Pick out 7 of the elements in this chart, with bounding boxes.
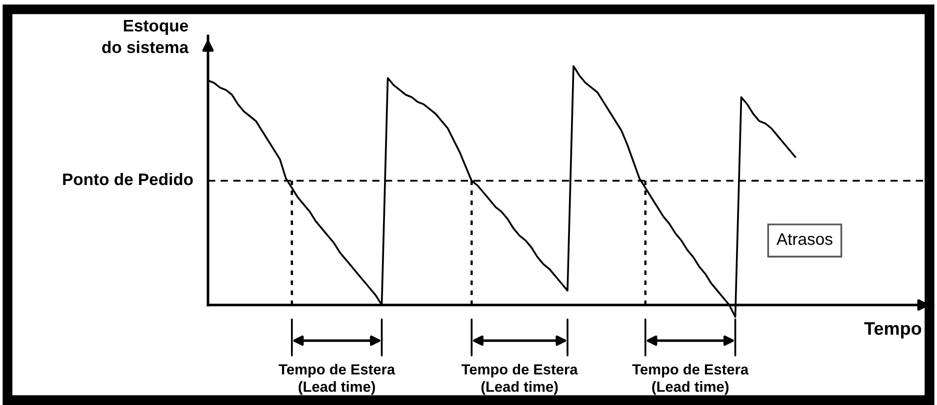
y-axis-title: Estoque do sistema	[102, 20, 189, 54]
text: Tempo de Estera (Lead time)	[632, 364, 749, 395]
text: Tempo de Estera (Lead time)	[462, 364, 578, 395]
text: Tempo de Estera (Lead time)	[278, 364, 396, 395]
ref-line-label: Ponto de Pedido	[63, 172, 193, 186]
annotation: Atrasos	[776, 233, 832, 245]
x-axis-title: Tempo	[864, 322, 922, 338]
